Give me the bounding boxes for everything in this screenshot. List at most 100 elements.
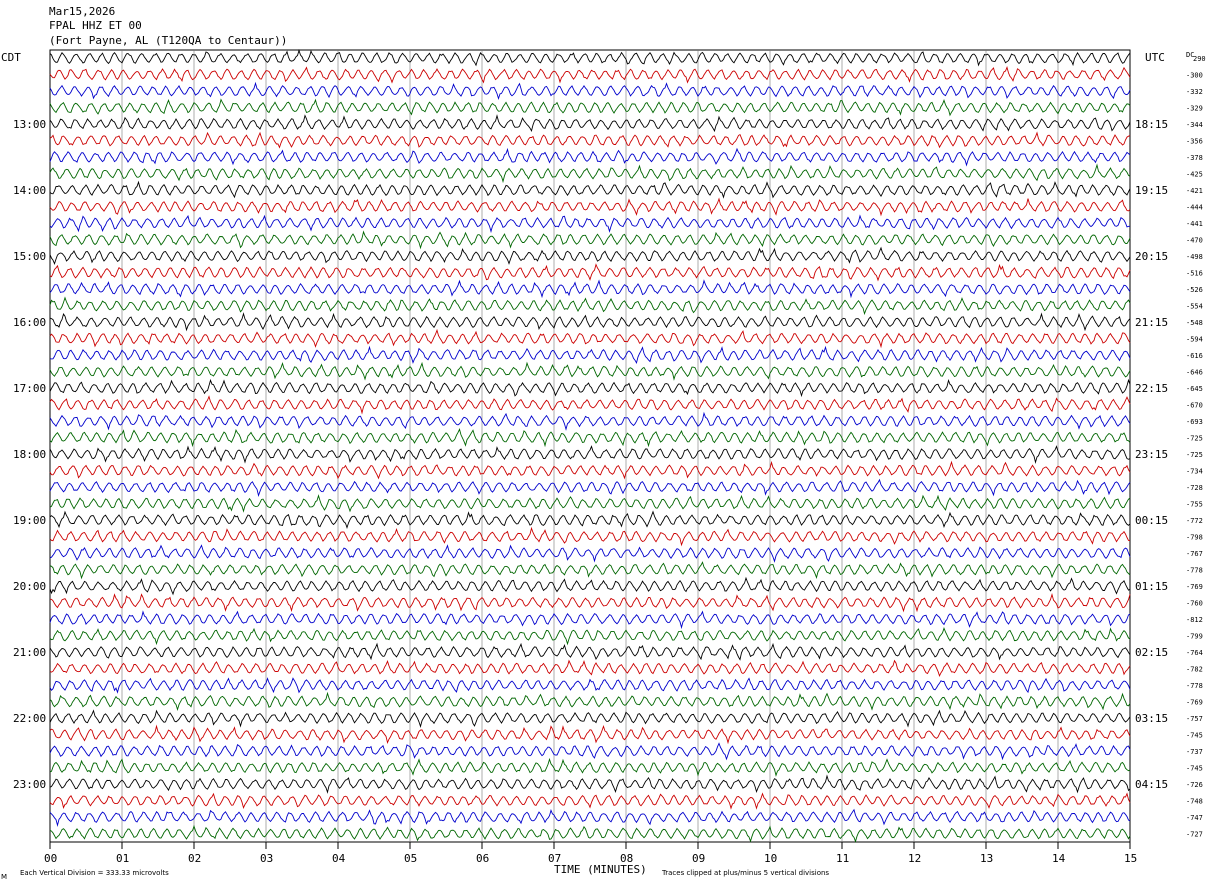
dc-offset-row-6: -356 <box>1186 138 1203 146</box>
x-tick-label-15: 15 <box>1124 852 1137 865</box>
trace-row-16 <box>49 296 1131 316</box>
cdt-hour-label: 22:00 <box>13 712 46 725</box>
utc-hour-label: 18:15 <box>1135 118 1168 131</box>
trace-row-11 <box>49 214 1130 234</box>
dc-offset-row-19: -616 <box>1186 352 1203 360</box>
dc-offset-row-9: -421 <box>1186 187 1203 195</box>
dc-offset-row-30: -798 <box>1186 534 1203 542</box>
trace-row-30 <box>49 526 1131 547</box>
dc-offset-row-26: -734 <box>1186 468 1203 476</box>
utc-hour-label: 01:15 <box>1135 580 1168 593</box>
x-tick-label-09: 09 <box>692 852 705 865</box>
dc-offset-row-46: -748 <box>1186 798 1203 806</box>
left-timezone-label: CDT <box>1 51 21 64</box>
cdt-hour-label: 17:00 <box>13 382 46 395</box>
right-timezone-label: UTC <box>1145 51 1165 64</box>
trace-row-36 <box>49 627 1131 646</box>
trace-row-46 <box>49 792 1131 810</box>
trace-row-34 <box>50 592 1131 613</box>
trace-row-39 <box>49 677 1131 694</box>
trace-row-45 <box>49 774 1131 794</box>
cdt-hour-label: 19:00 <box>13 514 46 527</box>
dc-offset-row-17: -548 <box>1186 319 1203 327</box>
trace-row-8 <box>49 163 1131 184</box>
dc-offset-row-10: -444 <box>1186 204 1203 212</box>
vertical-division-note: Each Vertical Division = 333.33 microvol… <box>20 869 169 877</box>
seismic-traces <box>49 49 1131 843</box>
dc-offset-row-3: -332 <box>1186 88 1203 96</box>
x-tick-label-14: 14 <box>1052 852 1066 865</box>
dc-offset-row-24: -725 <box>1186 435 1203 443</box>
x-tick-label-00: 00 <box>44 852 57 865</box>
dc-offset-row-36: -799 <box>1186 633 1203 641</box>
trace-row-7 <box>49 147 1131 167</box>
right-time-labels: 18:15 19:15 20:15 21:15 22:15 23:15 00:15 01:15… <box>1135 118 1168 791</box>
trace-row-21 <box>49 378 1131 398</box>
dc-offset-labels: 290 -300 -332 -329 -344 -356 -378 -425 -421 -444 -… <box>1186 55 1206 839</box>
dc-offset-row-45: -726 <box>1186 781 1203 789</box>
x-tick-label-01: 01 <box>116 852 129 865</box>
cdt-hour-label: 14:00 <box>13 184 46 197</box>
dc-offset-row-38: -782 <box>1186 666 1203 674</box>
utc-hour-label: 02:15 <box>1135 646 1168 659</box>
dc-offset-row-12: -470 <box>1186 237 1203 245</box>
dc-offset-row-33: -769 <box>1186 583 1203 591</box>
trace-row-19 <box>49 345 1131 364</box>
dc-column-header: DC <box>1186 51 1194 59</box>
trace-row-44 <box>49 757 1131 777</box>
clipping-note: Traces clipped at plus/minus 5 vertical … <box>661 869 829 877</box>
utc-hour-label: 22:15 <box>1135 382 1168 395</box>
plot-frame <box>49 49 1131 843</box>
trace-row-20 <box>49 361 1131 381</box>
trace-row-18 <box>49 328 1131 349</box>
trace-row-24 <box>49 427 1131 448</box>
dc-offset-row-27: -728 <box>1186 484 1203 492</box>
trace-row-1 <box>49 49 1131 67</box>
trace-row-10 <box>49 197 1131 217</box>
dc-offset-row-34: -760 <box>1186 600 1203 608</box>
dc-offset-row-16: -554 <box>1186 303 1203 311</box>
dc-offset-row-18: -594 <box>1186 336 1203 344</box>
trace-row-22 <box>49 395 1131 415</box>
utc-hour-label: 04:15 <box>1135 778 1168 791</box>
dc-offset-row-42: -745 <box>1186 732 1203 740</box>
x-tick-label-07: 07 <box>548 852 561 865</box>
trace-row-48 <box>49 824 1131 843</box>
trace-row-43 <box>49 742 1131 761</box>
dc-offset-row-35: -812 <box>1186 616 1203 624</box>
trace-row-32 <box>49 561 1131 580</box>
dc-offset-row-5: -344 <box>1186 121 1203 129</box>
x-tick-label-12: 12 <box>908 852 921 865</box>
dc-offset-row-13: -498 <box>1186 253 1203 261</box>
dc-offset-row-23: -693 <box>1186 418 1203 426</box>
corner-mark: M <box>1 873 7 881</box>
dc-offset-row-39: -778 <box>1186 682 1203 690</box>
x-axis-ticks: 00 01 02 03 04 05 06 07 08 09 10 11 12 13 14 15 <box>44 842 1137 865</box>
cdt-hour-label: 23:00 <box>13 778 46 791</box>
station-name: FPAL HHZ ET 00 <box>49 19 142 32</box>
x-tick-label-11: 11 <box>836 852 849 865</box>
dc-offset-row-44: -745 <box>1186 765 1203 773</box>
trace-row-47 <box>49 808 1131 827</box>
cdt-hour-label: 16:00 <box>13 316 46 329</box>
trace-row-2 <box>49 66 1131 84</box>
x-tick-label-10: 10 <box>764 852 777 865</box>
trace-row-17 <box>49 312 1131 332</box>
dc-offset-row-40: -769 <box>1186 699 1203 707</box>
dc-offset-row-21: -645 <box>1186 385 1203 393</box>
x-tick-label-05: 05 <box>404 852 417 865</box>
trace-row-28 <box>49 494 1131 513</box>
trace-row-13 <box>49 246 1131 265</box>
trace-row-5 <box>49 114 1131 133</box>
utc-hour-label: 19:15 <box>1135 184 1168 197</box>
trace-row-15 <box>49 279 1131 299</box>
dc-offset-row-25: -725 <box>1186 451 1203 459</box>
dc-offset-row-2: -300 <box>1186 72 1203 80</box>
x-tick-label-03: 03 <box>260 852 273 865</box>
trace-row-27 <box>49 478 1131 497</box>
dc-offset-row-20: -646 <box>1186 369 1203 377</box>
dc-offset-row-37: -764 <box>1186 649 1203 657</box>
trace-row-6 <box>49 131 1131 149</box>
cdt-hour-label: 15:00 <box>13 250 46 263</box>
